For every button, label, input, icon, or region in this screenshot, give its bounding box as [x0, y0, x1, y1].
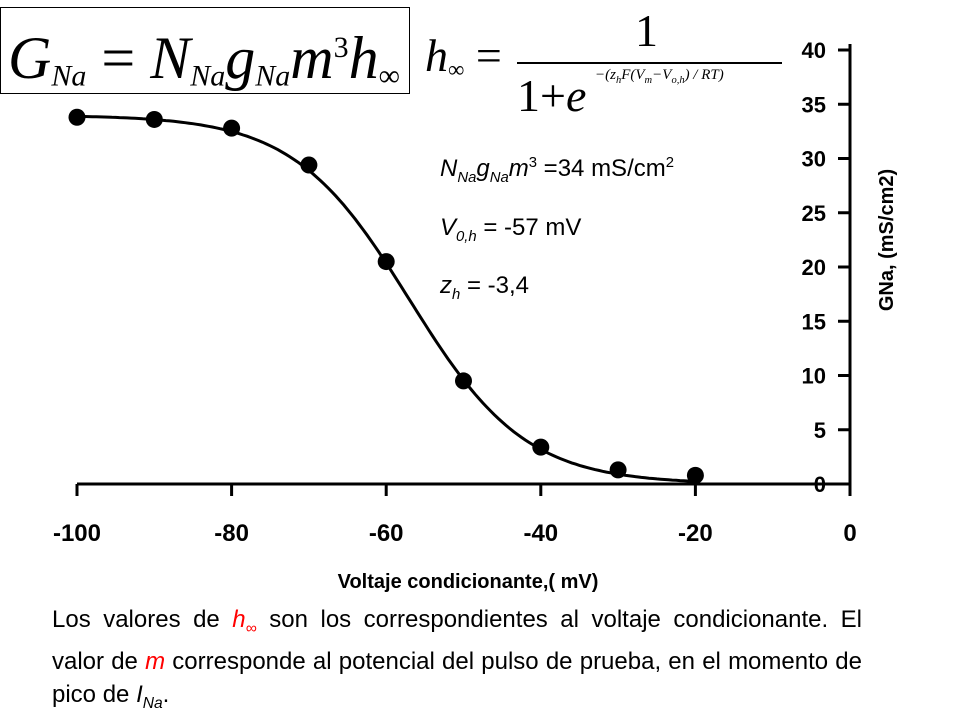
- x-tick-label: -100: [53, 520, 101, 547]
- y-tick-label: 0: [814, 472, 826, 497]
- y-tick-label: 35: [802, 92, 826, 117]
- y-tick-label: 20: [802, 255, 826, 280]
- fraction-bar: [517, 62, 782, 64]
- x-axis-label: Voltaje condicionante,( mV): [338, 571, 599, 593]
- y-tick-label: 15: [802, 309, 826, 334]
- gna-formula: GNa = NNagNam3h∞: [8, 25, 400, 93]
- gna-chart: -100 -80 -60 -40 -20 0 0 5 10 15 20 25 30 35 40 Volta…: [53, 38, 898, 593]
- data-point: [377, 253, 395, 271]
- y-tick-label: 5: [814, 418, 826, 443]
- data-point: [532, 438, 550, 456]
- y-tick-label: 10: [802, 364, 826, 389]
- y-tick-labels: 0 5 10 15 20 25 30 35 40: [802, 38, 826, 497]
- x-tick-label: 0: [843, 520, 856, 547]
- x-tick-label: -40: [523, 520, 558, 547]
- chart-axes: [75, 44, 852, 496]
- data-point: [223, 119, 241, 137]
- x-tick-labels: -100 -80 -60 -40 -20 0: [53, 520, 857, 547]
- x-tick-label: -20: [678, 520, 713, 547]
- param-conductance-max: NNagNam3 =34 mS/cm2: [440, 155, 675, 186]
- param-zh: zh = -3,4: [440, 272, 529, 303]
- data-points: [68, 108, 704, 484]
- caption: Los valores de h∞ son los correspondient…: [52, 606, 863, 712]
- data-point: [145, 110, 163, 128]
- hinf-denominator: 1+e: [517, 70, 587, 121]
- data-point: [686, 466, 704, 484]
- y-tick-label: 25: [802, 201, 826, 226]
- data-point: [455, 372, 472, 390]
- y-tick-label: 30: [802, 147, 826, 172]
- data-point: [68, 108, 86, 126]
- y-tick-label: 40: [802, 38, 826, 63]
- data-point: [300, 156, 318, 174]
- x-tick-label: -60: [369, 520, 404, 547]
- hinf-numerator: 1: [635, 5, 658, 56]
- hinf-formula-lhs: h∞ =: [425, 30, 502, 82]
- hinf-exponent: −(zhF(Vm−Vo,h) / RT): [595, 67, 724, 86]
- gna-formula-box: [0, 7, 410, 94]
- data-point: [609, 461, 627, 479]
- x-tick-label: -80: [214, 520, 249, 547]
- y-axis-label: GNa, (mS/cm2): [876, 169, 898, 311]
- hinf-formula-fraction: 1 1+e −(zhF(Vm−Vo,h) / RT): [515, 5, 783, 125]
- param-v0h: V0,h = -57 mV: [440, 214, 582, 245]
